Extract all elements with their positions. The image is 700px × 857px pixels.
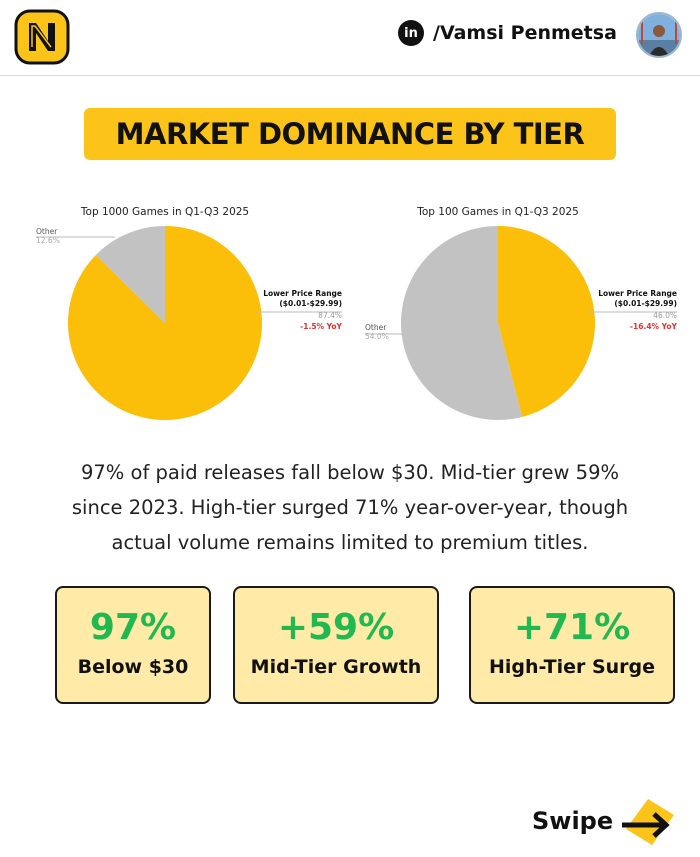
description-line: 97% of paid releases fall below $30. Mid… — [80, 461, 620, 484]
title-banner: MARKET DOMINANCE BY TIER — [84, 108, 616, 160]
slice-label: Other — [36, 227, 58, 236]
pie-slice — [95, 226, 165, 323]
stat-card-high-tier: +71% High-Tier Surge — [469, 586, 675, 704]
slice-label: Lower Price Range — [263, 289, 342, 298]
chart-title: Top 100 Games in Q1-Q3 2025 — [416, 206, 579, 218]
stat-value: 97% — [89, 607, 177, 648]
stat-value: +59% — [277, 607, 395, 648]
page-title: MARKET DOMINANCE BY TIER — [115, 117, 585, 151]
stat-card-mid-tier: +59% Mid-Tier Growth — [233, 586, 439, 704]
slice-sublabel: ($0.01-$29.99) — [279, 299, 342, 308]
stat-label: Mid-Tier Growth — [250, 656, 422, 678]
pie-slice — [498, 226, 595, 417]
description-line: actual volume remains limited to premium… — [111, 531, 589, 554]
author-handle: /Vamsi Penmetsa — [433, 22, 617, 44]
slice-value: 87.4% — [318, 311, 342, 320]
stat-value: +71% — [513, 607, 631, 648]
brand-logo-icon — [14, 9, 70, 65]
stat-label: High-Tier Surge — [488, 656, 656, 678]
slice-label: Other — [365, 323, 387, 332]
avatar — [636, 12, 682, 58]
slice-sublabel: ($0.01-$29.99) — [614, 299, 677, 308]
chart-title: Top 1000 Games in Q1-Q3 2025 — [80, 206, 249, 218]
swipe-label[interactable]: Swipe — [532, 807, 614, 835]
slice-change: -1.5% YoY — [300, 322, 342, 331]
header-divider — [0, 75, 700, 76]
description-line: since 2023. High-tier surged 71% year-ov… — [71, 496, 629, 519]
stat-card-below-30: 97% Below $30 — [55, 586, 211, 704]
arrow-right-icon[interactable] — [618, 795, 678, 851]
slice-change: -16.4% YoY — [630, 322, 678, 331]
pie-slice — [400, 226, 523, 420]
pie-charts: Top 1000 Games in Q1-Q3 2025 Lower Price … — [36, 206, 678, 420]
description: 97% of paid releases fall below $30. Mid… — [30, 455, 670, 560]
slice-value: 12.6% — [36, 236, 60, 245]
slice-label: Lower Price Range — [598, 289, 677, 298]
linkedin-profile-link[interactable]: in /Vamsi Penmetsa — [398, 20, 617, 46]
slice-value: 54.0% — [365, 332, 389, 341]
stat-label: Below $30 — [77, 656, 189, 678]
linkedin-icon: in — [398, 20, 424, 46]
slice-value: 46.0% — [653, 311, 677, 320]
